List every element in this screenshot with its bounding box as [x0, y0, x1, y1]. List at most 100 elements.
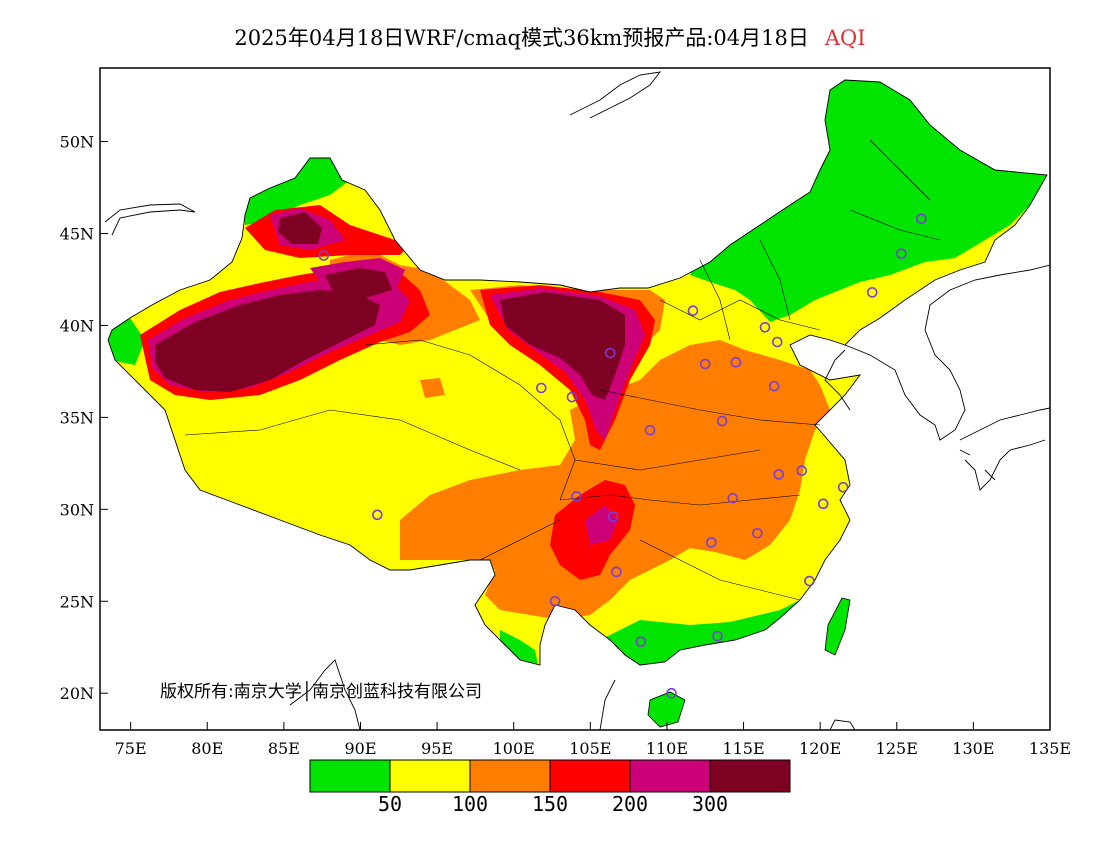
station-marker	[372, 509, 383, 521]
coastline	[959, 407, 1050, 441]
coastline	[599, 679, 616, 730]
city-stations	[318, 213, 927, 699]
lon-tick-label: 115E	[722, 739, 764, 758]
coastline	[984, 469, 996, 481]
station-marker	[796, 465, 808, 477]
station-marker	[566, 391, 578, 403]
coastline	[959, 449, 971, 456]
map-frame	[99, 67, 1051, 731]
aqi-zone-unhealthy-sensitive	[420, 378, 445, 398]
lon-tick-label: 125E	[876, 739, 918, 758]
station-marker	[866, 287, 878, 298]
province-boundary	[849, 209, 941, 241]
lon-tick-label: 85E	[268, 739, 300, 758]
station-marker	[730, 356, 742, 368]
station-marker	[773, 469, 785, 480]
province-boundary	[759, 239, 791, 321]
station-marker	[535, 382, 547, 394]
province-boundary	[559, 494, 801, 506]
lat-tick-label: 40N	[60, 316, 94, 335]
station-marker	[611, 566, 622, 578]
legend-threshold-label: 200	[611, 792, 649, 816]
station-marker	[571, 491, 582, 502]
station-marker	[837, 481, 849, 493]
map-title: 2025年04月18日WRF/cmaq模式36km预报产品:04月18日 AQI	[0, 22, 1100, 52]
aqi-zone-hazardous	[155, 290, 380, 392]
coastline	[569, 71, 662, 119]
legend-threshold-label: 300	[691, 792, 729, 816]
station-marker	[666, 687, 677, 699]
lat-tick-label: 20N	[60, 684, 94, 703]
lon-tick-label: 120E	[799, 739, 841, 758]
aqi-zone-hazardous	[325, 268, 392, 298]
station-marker	[635, 636, 647, 648]
lon-tick-label: 110E	[646, 739, 688, 758]
station-marker	[608, 511, 619, 522]
lon-tick-label: 95E	[421, 739, 453, 758]
station-marker	[752, 527, 763, 539]
station-marker	[915, 213, 927, 225]
province-boundary	[869, 139, 931, 201]
coastline	[829, 719, 856, 730]
station-marker	[896, 248, 907, 260]
coastline	[964, 439, 1046, 491]
lon-tick-label: 130E	[952, 739, 994, 758]
province-boundary	[699, 259, 731, 341]
station-marker	[768, 380, 780, 392]
lon-tick-label: 80E	[191, 739, 223, 758]
station-marker	[706, 537, 717, 548]
map-title-variable: AQI	[824, 26, 866, 50]
lat-tick-label: 35N	[60, 408, 94, 427]
station-marker	[549, 595, 561, 607]
province-boundary	[184, 409, 521, 471]
country-outline	[107, 79, 1048, 666]
province-boundary	[599, 389, 821, 426]
legend-swatch	[629, 759, 711, 793]
taiwan-island	[824, 597, 851, 656]
coastlines	[104, 71, 1050, 730]
station-marker	[804, 575, 815, 587]
aqi-zone-hazardous	[500, 292, 625, 400]
legend-swatch	[389, 759, 471, 793]
coastline	[289, 659, 361, 730]
aqi-legend	[309, 759, 791, 793]
coastline	[824, 349, 851, 411]
lon-tick-label: 90E	[344, 739, 376, 758]
aqi-zone-unhealthy-sensitive	[400, 340, 830, 620]
legend-swatch	[709, 759, 791, 793]
coastline	[844, 264, 1050, 441]
legend-threshold-label: 100	[451, 792, 489, 816]
station-marker	[644, 424, 656, 436]
station-marker	[727, 492, 739, 504]
lat-tick-label: 45N	[60, 225, 94, 244]
lon-tick-label: 105E	[569, 739, 611, 758]
lat-tick-label: 30N	[60, 500, 94, 519]
station-marker	[759, 321, 771, 333]
coastline	[104, 203, 196, 236]
legend-swatch	[309, 759, 391, 793]
station-marker	[318, 250, 330, 261]
lat-tick-label: 25N	[60, 592, 94, 611]
legend-threshold-label: 50	[377, 792, 403, 816]
lon-tick-label: 100E	[493, 739, 535, 758]
province-boundary	[639, 539, 801, 601]
map-title-main: 2025年04月18日WRF/cmaq模式36km预报产品:04月18日	[234, 26, 809, 50]
longitude-axis: 75E 80E 85E 90E 95E 100E 105E 110E 115E 120E 125E 1…	[115, 722, 1071, 758]
station-marker	[716, 415, 728, 427]
legend-swatch	[549, 759, 631, 793]
legend-swatch	[469, 759, 551, 793]
legend-threshold-label: 150	[531, 792, 569, 816]
lat-tick-label: 50N	[60, 133, 94, 152]
province-boundaries	[184, 139, 941, 601]
station-marker	[771, 336, 783, 348]
province-boundary	[479, 519, 561, 561]
station-marker	[712, 630, 723, 642]
lon-tick-label: 75E	[115, 739, 147, 758]
station-marker	[687, 305, 699, 317]
station-marker	[817, 498, 829, 510]
province-boundary	[574, 449, 761, 471]
lon-tick-label: 135E	[1029, 739, 1071, 758]
aqi-zone-hazardous	[278, 212, 322, 244]
hainan-island	[647, 691, 686, 728]
